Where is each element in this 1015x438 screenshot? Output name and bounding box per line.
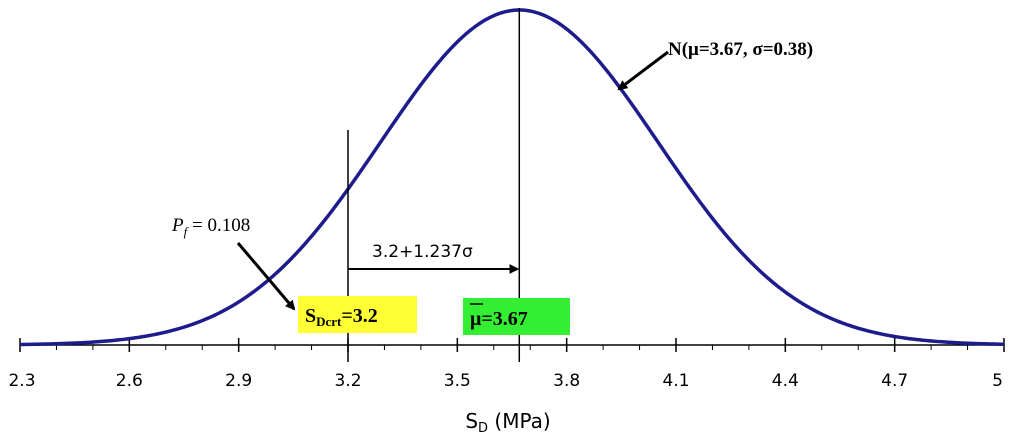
distribution-label: N(μ=3.67, σ=0.38): [668, 39, 813, 60]
pf-label-arrow: [236, 242, 296, 311]
shift-label: 3.2+1.237σ: [372, 242, 473, 262]
x-tick-label: 2.9: [225, 371, 252, 391]
series-normal-curve: [19, 8, 1005, 347]
critical-value-label: SDcrt=3.2: [305, 305, 378, 329]
x-tick-label: 2.3: [8, 371, 35, 391]
mean-value-label: μ=3.67: [470, 308, 528, 330]
x-tick-label: 2.6: [116, 371, 143, 391]
x-tick-label: 3.2: [334, 371, 361, 391]
critical-value-box: [298, 296, 417, 333]
x-axis-tick-labels: 2.3 2.6 2.9 3.2 3.5 3.8 4.1 4.4 4.7 5: [8, 371, 1003, 391]
x-axis-label: SD (MPa): [465, 409, 550, 436]
x-tick-label: 3.8: [553, 371, 580, 391]
x-tick-label: 3.5: [444, 371, 471, 391]
x-tick-label: 5: [992, 371, 1003, 391]
x-tick-label: 4.7: [881, 371, 908, 391]
x-tick-label: 4.1: [662, 371, 689, 391]
x-tick-label: 4.4: [772, 371, 799, 391]
pf-label: Pf = 0.108: [171, 215, 250, 239]
distribution-label-arrow: [617, 50, 669, 91]
